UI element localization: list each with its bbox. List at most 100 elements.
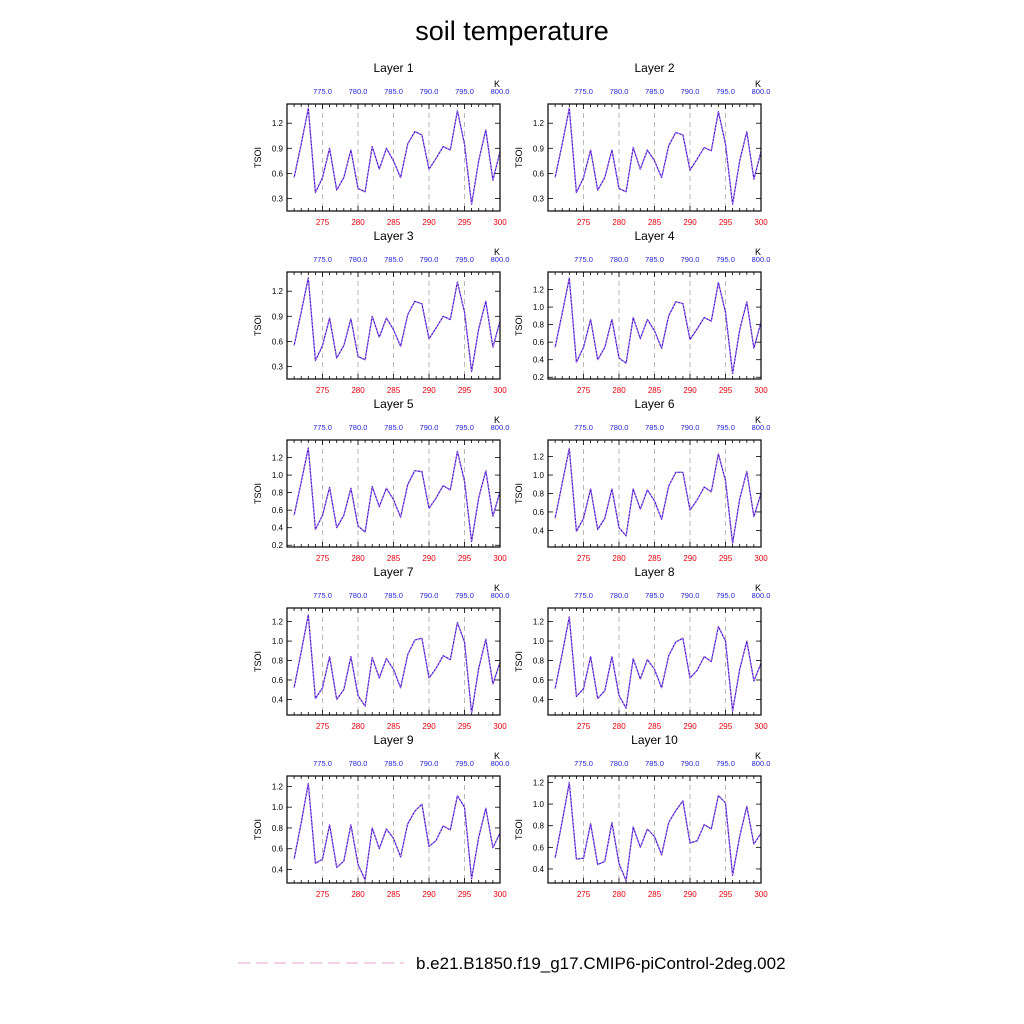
series-line-overlay xyxy=(554,616,762,712)
bottom-tick-label: 290 xyxy=(422,890,436,899)
y-tick-label: 0.4 xyxy=(533,356,545,365)
series-line xyxy=(293,614,501,714)
y-tick-label: 0.9 xyxy=(272,144,284,153)
series-line xyxy=(554,781,762,882)
top-tick-label: 800.0 xyxy=(491,87,510,96)
panel-title: Layer 9 xyxy=(373,733,413,747)
bottom-tick-label: 280 xyxy=(351,890,365,899)
top-tick-label: 795.0 xyxy=(455,423,474,432)
series-line xyxy=(554,616,762,712)
bottom-tick-label: 285 xyxy=(387,722,401,731)
panel-title: Layer 8 xyxy=(634,565,674,579)
series-line xyxy=(554,107,762,205)
y-axis-label: TSOI xyxy=(514,147,524,168)
panel-title: Layer 3 xyxy=(373,229,413,243)
panel: Layer 5 275 280 285 290 295 300 775.0 780.0 785.0… xyxy=(253,397,509,563)
top-unit-label: K xyxy=(494,247,500,257)
bottom-tick-label: 280 xyxy=(612,218,626,227)
top-unit-label: K xyxy=(494,751,500,761)
y-tick-label: 0.8 xyxy=(533,321,545,330)
y-tick-label: 0.3 xyxy=(533,194,545,203)
top-tick-label: 780.0 xyxy=(349,591,368,600)
bottom-tick-label: 285 xyxy=(648,722,662,731)
y-tick-label: 1.2 xyxy=(533,778,545,787)
y-tick-label: 0.9 xyxy=(533,144,545,153)
bottom-tick-label: 290 xyxy=(683,722,697,731)
top-tick-label: 800.0 xyxy=(491,591,510,600)
bottom-tick-label: 300 xyxy=(493,554,507,563)
panel: Layer 4 275 280 285 290 295 300 775.0 780.0 785.0… xyxy=(514,229,770,395)
panel-title: Layer 4 xyxy=(634,229,674,243)
bottom-tick-label: 290 xyxy=(422,722,436,731)
bottom-tick-label: 290 xyxy=(683,218,697,227)
y-tick-label: 0.9 xyxy=(272,312,284,321)
panel-title: Layer 6 xyxy=(634,397,674,411)
bottom-tick-label: 300 xyxy=(754,386,768,395)
top-tick-label: 780.0 xyxy=(349,87,368,96)
panel-frame xyxy=(547,271,762,380)
bottom-tick-label: 290 xyxy=(683,554,697,563)
panel: Layer 10 275 280 285 290 295 300 775.0 780.0 785.… xyxy=(514,733,770,899)
top-unit-label: K xyxy=(494,583,500,593)
y-tick-label: 0.4 xyxy=(272,865,284,874)
panel-grid: Layer 1 275 280 285 290 295 300 775.0 780.0 785.0… xyxy=(253,61,770,899)
top-tick-label: 785.0 xyxy=(645,255,664,264)
y-tick-label: 1.0 xyxy=(533,471,545,480)
y-axis-label: TSOI xyxy=(253,315,263,336)
bottom-tick-label: 280 xyxy=(612,890,626,899)
bottom-tick-label: 275 xyxy=(316,386,330,395)
top-tick-label: 775.0 xyxy=(313,591,332,600)
panel-frame xyxy=(286,271,501,380)
y-tick-label: 0.4 xyxy=(272,695,284,704)
bottom-tick-label: 275 xyxy=(577,722,591,731)
series-line-overlay xyxy=(554,448,762,544)
panel-frame xyxy=(547,775,762,884)
bottom-tick-label: 295 xyxy=(458,890,472,899)
y-tick-label: 1.0 xyxy=(533,800,545,809)
y-tick-label: 0.6 xyxy=(533,676,545,685)
top-tick-label: 785.0 xyxy=(384,423,403,432)
top-tick-label: 800.0 xyxy=(752,759,771,768)
series-line xyxy=(293,277,501,373)
bottom-tick-label: 280 xyxy=(351,218,365,227)
top-unit-label: K xyxy=(755,583,761,593)
bottom-tick-label: 275 xyxy=(577,386,591,395)
top-tick-label: 800.0 xyxy=(491,759,510,768)
bottom-tick-label: 280 xyxy=(612,386,626,395)
top-tick-label: 785.0 xyxy=(384,255,403,264)
top-unit-label: K xyxy=(494,415,500,425)
panel-frame xyxy=(547,103,762,212)
y-tick-label: 0.8 xyxy=(533,490,545,499)
y-tick-label: 0.4 xyxy=(533,526,545,535)
bottom-tick-label: 280 xyxy=(351,554,365,563)
top-tick-label: 790.0 xyxy=(420,423,439,432)
panel-frame xyxy=(286,607,501,716)
bottom-tick-label: 285 xyxy=(387,554,401,563)
top-tick-label: 800.0 xyxy=(752,591,771,600)
top-tick-label: 780.0 xyxy=(349,255,368,264)
y-tick-label: 1.2 xyxy=(533,119,545,128)
top-tick-label: 795.0 xyxy=(716,423,735,432)
panel: Layer 1 275 280 285 290 295 300 775.0 780.0 785.0… xyxy=(253,61,509,227)
bottom-tick-label: 275 xyxy=(316,722,330,731)
y-tick-label: 0.3 xyxy=(272,194,284,203)
bottom-tick-label: 290 xyxy=(422,386,436,395)
y-tick-label: 0.8 xyxy=(533,822,545,831)
top-tick-label: 775.0 xyxy=(313,759,332,768)
y-tick-label: 0.8 xyxy=(272,824,284,833)
top-tick-label: 775.0 xyxy=(574,255,593,264)
bottom-tick-label: 295 xyxy=(719,554,733,563)
panel: Layer 9 275 280 285 290 295 300 775.0 780.0 785.0… xyxy=(253,733,509,899)
bottom-tick-label: 300 xyxy=(493,890,507,899)
y-tick-label: 1.0 xyxy=(272,637,284,646)
bottom-tick-label: 285 xyxy=(648,554,662,563)
series-line xyxy=(554,447,762,544)
y-axis-label: TSOI xyxy=(514,651,524,672)
top-tick-label: 775.0 xyxy=(574,759,593,768)
y-tick-label: 1.0 xyxy=(272,471,284,480)
y-axis-label: TSOI xyxy=(253,483,263,504)
y-tick-label: 0.4 xyxy=(272,524,284,533)
top-tick-label: 780.0 xyxy=(610,759,629,768)
top-tick-label: 775.0 xyxy=(574,87,593,96)
